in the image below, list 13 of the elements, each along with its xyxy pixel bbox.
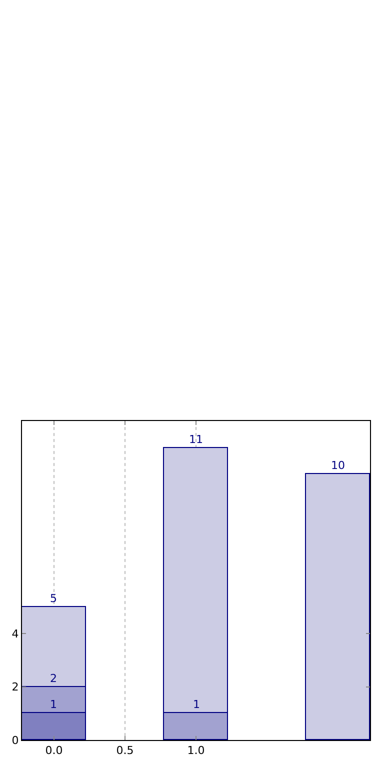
y-tick-label: 0	[12, 734, 19, 747]
y-tick-label: 4	[12, 628, 19, 641]
annotation: 5	[50, 592, 57, 605]
x-tick-label: 0.5	[116, 744, 134, 758]
annotation: 2	[50, 672, 57, 685]
annotation: 10	[331, 459, 345, 472]
annotation: 11	[189, 433, 203, 446]
x-tick-label: 0.0	[45, 744, 63, 758]
y-tick-label: 2	[12, 680, 19, 694]
annotation: 1	[50, 698, 57, 711]
annotation: 1	[193, 698, 200, 711]
x-tick-label: 1.0	[187, 744, 205, 758]
bar	[305, 473, 370, 740]
